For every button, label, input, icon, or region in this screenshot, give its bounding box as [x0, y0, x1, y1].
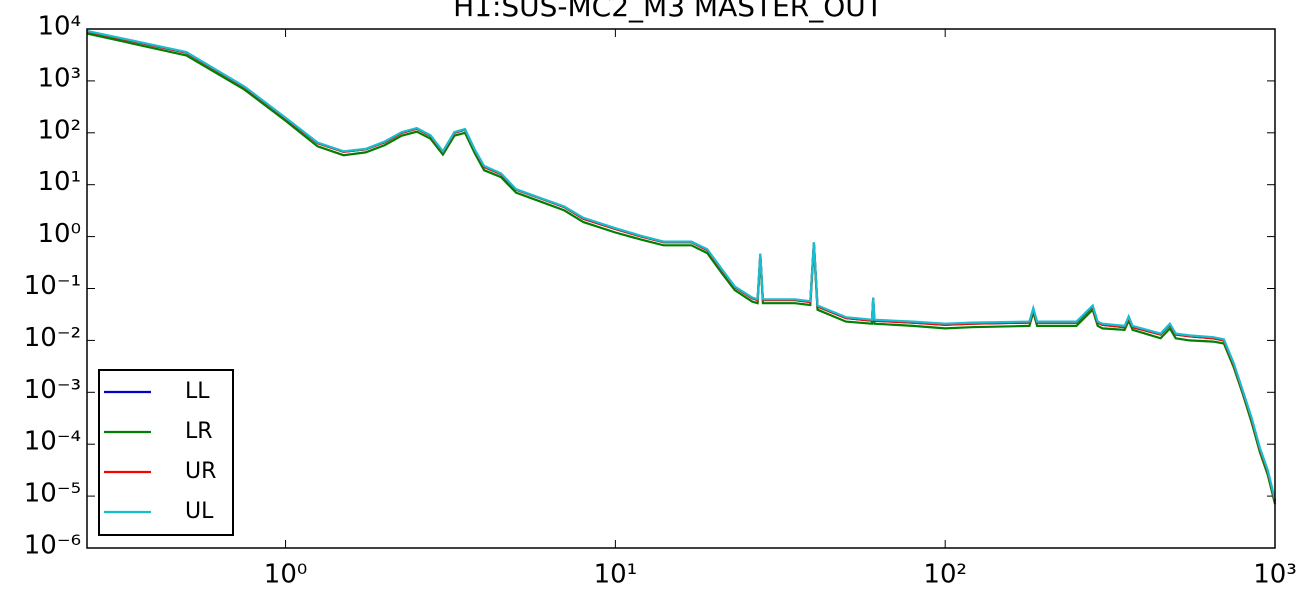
legend-label: LL — [185, 379, 210, 404]
y-tick-label: 10³ — [37, 63, 81, 93]
x-tick-label: 10² — [923, 560, 967, 590]
y-tick-label: 10¹ — [37, 167, 81, 197]
y-tick-label: 10⁻¹ — [24, 271, 81, 301]
series-line — [86, 32, 1277, 505]
y-tick-label: 10⁻⁴ — [24, 427, 81, 457]
chart-title: H1:SUS-MC2_M3 MASTER_OUT — [453, 0, 884, 23]
legend-box — [98, 369, 234, 536]
legend-label: LR — [185, 419, 213, 444]
plot-frame — [86, 28, 1276, 549]
series-line — [86, 29, 1277, 501]
y-tick-label: 10⁻⁵ — [24, 479, 81, 509]
x-tick-label: 10⁰ — [264, 560, 308, 590]
x-tick-label: 10¹ — [594, 560, 638, 590]
legend-label: UR — [185, 459, 216, 484]
y-tick-label: 10⁰ — [37, 219, 81, 249]
y-tick-label: 10⁻⁶ — [24, 531, 81, 561]
y-tick-label: 10⁻² — [24, 323, 81, 353]
y-tick-label: 10² — [37, 115, 81, 145]
legend-label: UL — [185, 499, 214, 524]
y-tick-label: 10⁴ — [37, 12, 81, 42]
y-tick-label: 10⁻³ — [24, 375, 81, 405]
x-tick-label: 10³ — [1253, 560, 1297, 590]
